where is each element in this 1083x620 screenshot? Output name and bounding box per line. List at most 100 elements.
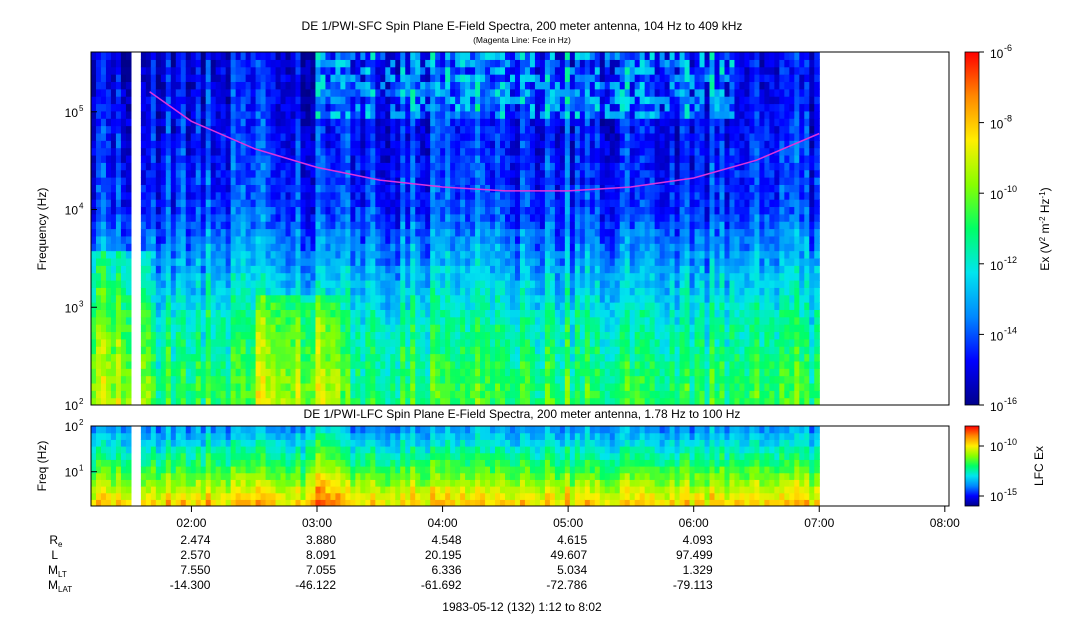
- top-cell: [150, 272, 157, 281]
- top-cell: [514, 397, 521, 405]
- top-cell: [415, 243, 421, 252]
- top-cell: [210, 191, 217, 200]
- top-cell: [544, 110, 551, 119]
- top-cell: [380, 88, 386, 97]
- top-cell: [150, 110, 157, 119]
- top-cell: [400, 324, 406, 333]
- top-cell: [260, 375, 267, 384]
- top-cell: [420, 52, 426, 60]
- top-cell: [405, 81, 411, 90]
- top-cell: [524, 103, 531, 112]
- top-cell: [455, 169, 461, 178]
- top-cell: [400, 360, 406, 369]
- top-cell: [265, 154, 272, 163]
- top-cell: [544, 316, 551, 325]
- top-cell: [584, 199, 591, 208]
- top-cell: [325, 287, 332, 296]
- top-cell: [554, 390, 561, 399]
- top-cell: [554, 184, 561, 193]
- top-cell: [300, 96, 307, 105]
- top-cell: [195, 103, 202, 112]
- top-cell: [325, 81, 332, 90]
- top-cell: [110, 96, 117, 105]
- top-cell: [300, 177, 307, 185]
- top-cell: [524, 177, 531, 185]
- top-cell: [465, 88, 471, 97]
- top-cell: [559, 382, 566, 391]
- top-cell: [95, 324, 102, 333]
- top-cell: [255, 199, 262, 208]
- top-cell: [110, 132, 117, 141]
- top-cell: [145, 368, 152, 377]
- top-cell: [165, 353, 172, 362]
- top-cell: [305, 191, 312, 200]
- top-cell: [360, 74, 366, 83]
- top-cell: [470, 331, 476, 340]
- top-cell: [490, 382, 496, 391]
- top-cell: [315, 382, 322, 391]
- top-cell: [125, 390, 132, 399]
- top-cell: [514, 177, 521, 185]
- top-cell: [220, 360, 227, 369]
- top-cell: [609, 110, 616, 119]
- top-cell: [315, 88, 322, 97]
- top-cell: [245, 375, 252, 384]
- top-cell: [225, 140, 232, 149]
- top-cell: [544, 125, 551, 134]
- top-cell: [375, 74, 381, 83]
- top-cell: [539, 169, 546, 178]
- top-cell: [534, 169, 541, 178]
- top-cell: [380, 169, 386, 178]
- top-cell: [405, 206, 411, 215]
- top-cell: [599, 265, 606, 274]
- top-cell: [574, 52, 581, 60]
- top-cell: [435, 235, 441, 244]
- top-cell: [559, 397, 566, 405]
- top-cell: [95, 397, 102, 405]
- top-cell: [340, 360, 346, 369]
- top-cell: [320, 287, 327, 296]
- top-cell: [370, 228, 376, 237]
- top-cell: [385, 382, 391, 391]
- top-cell: [445, 88, 451, 97]
- top-cell: [305, 96, 312, 105]
- top-cell: [230, 184, 237, 193]
- top-cell: [250, 243, 257, 252]
- top-cell: [480, 257, 486, 266]
- top-cell: [510, 316, 516, 325]
- top-cell: [310, 375, 317, 384]
- top-cell: [165, 294, 172, 303]
- top-cell: [295, 390, 302, 399]
- top-cell: [260, 177, 267, 185]
- top-cell: [225, 294, 232, 303]
- top-cell: [250, 177, 257, 185]
- top-cell: [415, 162, 421, 171]
- top-cell: [435, 81, 441, 90]
- top-cell: [505, 206, 511, 215]
- top-cell: [360, 147, 366, 156]
- top-cell: [190, 250, 197, 259]
- top-cell: [410, 213, 416, 222]
- top-cell: [235, 221, 242, 230]
- top-cell: [534, 265, 541, 274]
- top-cell: [435, 132, 441, 141]
- top-cell: [584, 110, 591, 119]
- top-cell: [410, 397, 416, 405]
- top-cell: [400, 191, 406, 200]
- top-cell: [190, 228, 197, 237]
- top-cell: [589, 316, 596, 325]
- top-cell: [534, 243, 541, 252]
- top-cell: [574, 96, 581, 105]
- top-cell: [95, 228, 102, 237]
- top-cell: [360, 294, 366, 303]
- top-cell: [435, 162, 441, 171]
- top-cell: [320, 309, 327, 318]
- top-cell: [185, 154, 192, 163]
- top-cell: [485, 235, 491, 244]
- top-cell: [95, 66, 102, 75]
- top-cell: [375, 221, 381, 230]
- top-cell: [305, 147, 312, 156]
- top-cell: [315, 228, 322, 237]
- top-cell: [235, 59, 242, 68]
- top-cell: [460, 118, 466, 127]
